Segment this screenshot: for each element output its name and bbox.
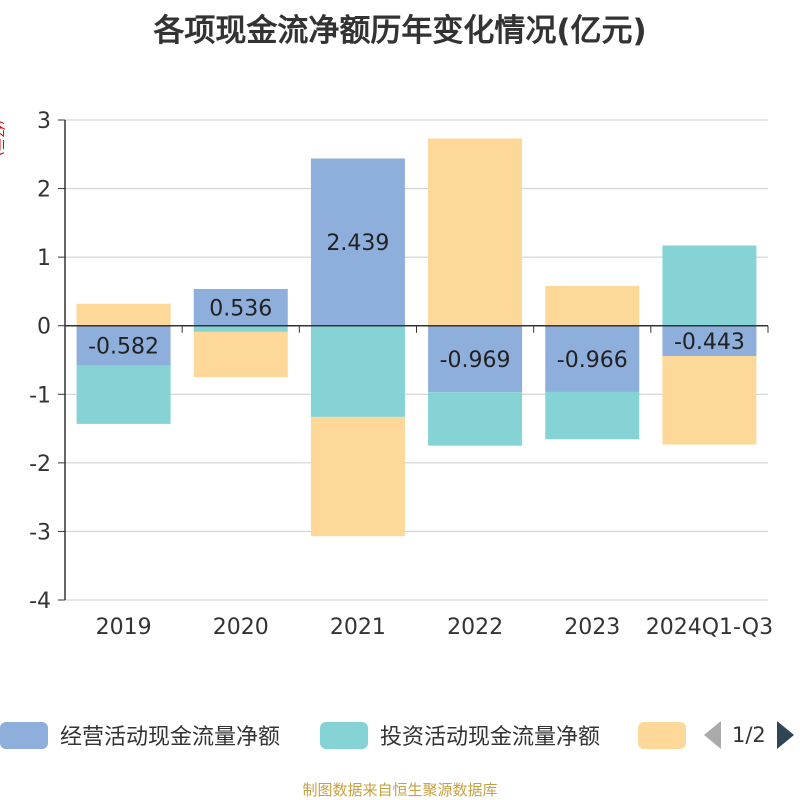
legend-swatch-investing bbox=[320, 721, 368, 749]
data-label: -0.443 bbox=[674, 330, 745, 355]
data-label: -0.582 bbox=[88, 335, 159, 360]
chart-area: 3 2 1 0 -1 -2 -3 -4 -0.582 0.536 2.439 -0.969 -0.966… bbox=[29, 109, 773, 640]
legend-swatch-financing bbox=[638, 721, 686, 749]
bar-series-0 bbox=[310, 158, 405, 326]
bar-series-0 bbox=[76, 325, 171, 366]
legend-swatch-operating bbox=[0, 721, 48, 749]
chart-title: 各项现金流净额历年变化情况(亿元) bbox=[153, 13, 647, 49]
y-tick-label: -1 bbox=[29, 383, 51, 408]
bar-series-2 bbox=[310, 416, 405, 537]
bar-series-0 bbox=[662, 325, 757, 357]
bar-series-1 bbox=[193, 325, 288, 332]
bar-series-0 bbox=[545, 325, 640, 392]
legend-label-investing: 投资活动现金流量净额 bbox=[380, 725, 601, 750]
y-tick-label: 0 bbox=[37, 315, 51, 340]
y-tick-label: 1 bbox=[37, 246, 51, 271]
data-label: -0.966 bbox=[557, 348, 628, 373]
data-label: 0.536 bbox=[209, 296, 272, 321]
bar-series-2 bbox=[545, 285, 640, 326]
source-note: 制图数据来自恒生聚源数据库 bbox=[302, 781, 498, 799]
bar-series-0 bbox=[428, 325, 523, 393]
legend-pager: 1/2 bbox=[704, 715, 794, 755]
data-label: 2.439 bbox=[326, 231, 389, 256]
y-tick-label: -2 bbox=[29, 452, 51, 477]
y-tick-label: -3 bbox=[29, 520, 51, 545]
data-label: -0.969 bbox=[440, 348, 511, 373]
y-tick-label: -4 bbox=[29, 589, 51, 614]
legend-next-icon[interactable] bbox=[776, 721, 794, 749]
bar-series-1 bbox=[545, 391, 640, 440]
legend: 经营活动现金流量净额 投资活动现金流量净额 1/2 bbox=[0, 715, 800, 755]
x-tick-label: 2023 bbox=[564, 615, 620, 640]
legend-item-financing[interactable] bbox=[638, 715, 686, 755]
bar-series-2 bbox=[428, 138, 523, 326]
bar-series-1 bbox=[428, 392, 523, 446]
x-tick-label: 2021 bbox=[330, 615, 386, 640]
bar-series-2 bbox=[193, 331, 288, 378]
x-tick-label: 2024Q1-Q3 bbox=[646, 615, 773, 640]
legend-item-operating[interactable]: 经营活动现金流量净额 bbox=[0, 715, 280, 755]
legend-label-operating: 经营活动现金流量净额 bbox=[60, 725, 281, 750]
x-tick-label: 2022 bbox=[447, 615, 503, 640]
legend-page-indicator: 1/2 bbox=[732, 723, 766, 747]
y-tick-label: 3 bbox=[37, 109, 51, 134]
bar-series-1 bbox=[310, 325, 405, 417]
bar-series-2 bbox=[662, 356, 757, 445]
legend-item-investing[interactable]: 投资活动现金流量净额 bbox=[320, 715, 600, 755]
legend-prev-icon[interactable] bbox=[704, 721, 721, 749]
y-tick-label: 2 bbox=[37, 178, 51, 203]
bar-series-1 bbox=[662, 245, 757, 326]
bar-series-2 bbox=[76, 303, 171, 326]
bar-series-0 bbox=[193, 288, 288, 326]
x-tick-label: 2019 bbox=[96, 615, 152, 640]
x-tick-label: 2020 bbox=[213, 615, 269, 640]
bar-series-1 bbox=[76, 365, 171, 424]
